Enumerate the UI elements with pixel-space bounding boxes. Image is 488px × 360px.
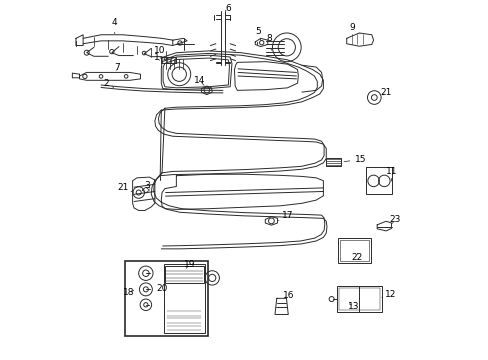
Text: 11: 11 <box>385 167 396 181</box>
Text: 13: 13 <box>347 302 359 311</box>
Text: 12: 12 <box>381 289 396 298</box>
Text: 8: 8 <box>266 34 272 50</box>
Text: 18: 18 <box>123 288 135 297</box>
Bar <box>161 57 176 63</box>
Bar <box>338 288 379 310</box>
Text: 3: 3 <box>144 181 150 190</box>
Text: 5: 5 <box>255 27 261 40</box>
Bar <box>164 266 203 283</box>
Text: 20: 20 <box>156 284 167 293</box>
Bar <box>336 286 381 312</box>
Text: 4: 4 <box>112 18 117 34</box>
Text: 22: 22 <box>351 253 363 262</box>
Bar <box>338 238 370 263</box>
Text: 14: 14 <box>194 76 205 85</box>
Text: 15: 15 <box>344 155 366 164</box>
Bar <box>366 167 391 194</box>
Text: 21: 21 <box>117 183 133 192</box>
Text: 21: 21 <box>380 87 391 96</box>
Bar <box>125 261 207 336</box>
Text: 6: 6 <box>225 4 231 13</box>
Text: 2: 2 <box>103 79 113 88</box>
Bar <box>325 158 341 166</box>
Text: 23: 23 <box>388 215 400 224</box>
Bar <box>340 240 368 261</box>
Bar <box>163 264 204 333</box>
Text: 17: 17 <box>278 211 293 221</box>
Text: 1: 1 <box>154 53 160 62</box>
Text: 7: 7 <box>114 63 120 72</box>
Text: 9: 9 <box>348 23 359 34</box>
Text: 10: 10 <box>153 46 165 59</box>
Text: 19: 19 <box>184 260 195 269</box>
Text: 16: 16 <box>282 291 293 300</box>
